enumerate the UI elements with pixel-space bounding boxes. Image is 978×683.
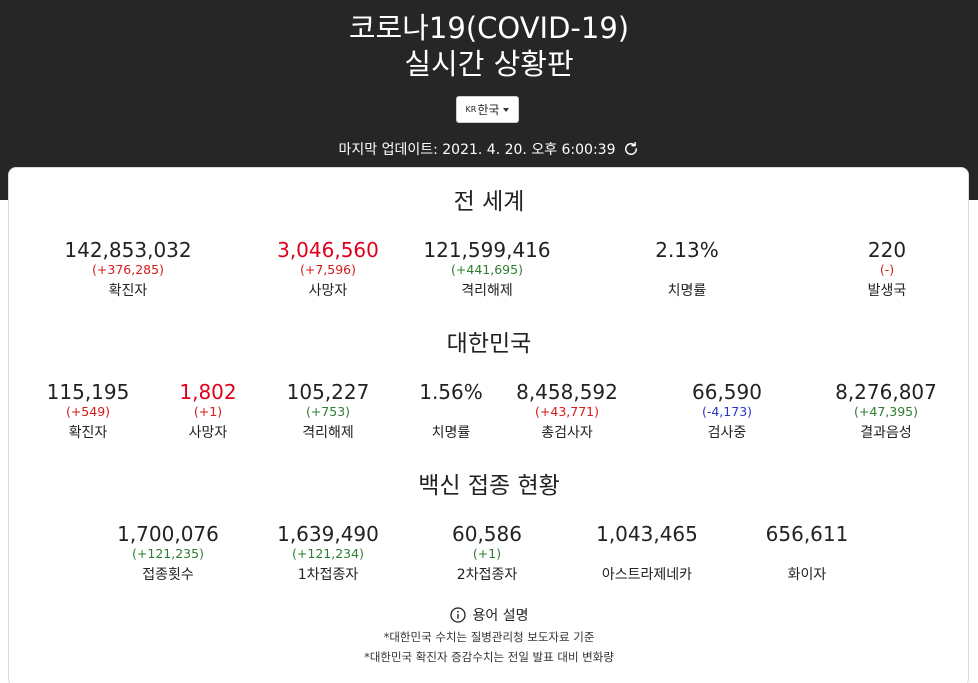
stat-label: 1차접종자 — [297, 567, 359, 583]
vaccine-first-dose: 1,639,490 (+121,234) 1차접종자 — [248, 522, 408, 584]
world-deaths: 3,046,560 (+7,596) 사망자 — [248, 238, 408, 300]
stat-delta: (+441,695) — [451, 262, 523, 277]
stat-label: 2차접종자 — [456, 567, 518, 583]
stat-label: 격리해제 — [302, 425, 354, 441]
stat-label: 치명률 — [667, 283, 707, 299]
stat-label: 접종횟수 — [142, 567, 194, 583]
stat-value: 1,639,490 — [277, 522, 379, 546]
korea-confirmed: 115,195 (+549) 확진자 — [8, 380, 168, 442]
stat-value: 105,227 — [286, 380, 370, 404]
vaccine-total-doses: 1,700,076 (+121,235) 접종횟수 — [88, 522, 248, 584]
update-row: 마지막 업데이트: 2021. 4. 20. 오후 6:00:39 — [0, 138, 978, 160]
stat-delta: (-) — [879, 262, 895, 277]
stat-value: 220 — [867, 238, 907, 262]
stat-value: 8,458,592 — [516, 380, 618, 404]
world-countries: 220 (-) 발생국 — [807, 238, 967, 300]
stat-delta: (+121,235) — [132, 546, 204, 561]
terms-explanation-link[interactable]: 용어 설명 — [0, 605, 978, 625]
korea-section-title: 대한민국 — [446, 331, 532, 357]
korea-recovered: 105,227 (+753) 격리해제 — [248, 380, 408, 442]
stat-delta: (+43,771) — [535, 404, 599, 419]
stat-label: 사망자 — [308, 283, 348, 299]
vaccine-section-title: 백신 접종 현황 — [418, 473, 560, 499]
korea-negative: 8,276,807 (+47,395) 결과음성 — [806, 380, 966, 442]
vaccine-astrazeneca: 1,043,465 아스트라제네카 — [567, 522, 727, 584]
stat-label: 발생국 — [867, 283, 907, 299]
stat-delta: (+376,285) — [92, 262, 164, 277]
stat-value: 121,599,416 — [423, 238, 551, 262]
korea-fatality-rate: 1.56% 치명률 — [371, 380, 531, 442]
vaccine-pfizer: 656,611 화이자 — [727, 522, 887, 584]
stat-value: 1,700,076 — [117, 522, 219, 546]
stat-delta: (+7,596) — [299, 262, 356, 277]
footnote-delta: *대한민국 확진자 증감수치는 전일 발표 대비 변화량 — [364, 650, 614, 664]
region-flag: KR — [465, 105, 477, 114]
stat-label: 총검사자 — [541, 425, 593, 441]
stat-delta: (+1) — [193, 404, 223, 419]
stats-card — [8, 167, 969, 683]
stat-value: 60,586 — [452, 522, 522, 546]
stat-value: 1,043,465 — [596, 522, 698, 546]
stat-value: 1.56% — [419, 380, 483, 404]
region-dropdown-button[interactable]: KR 한국 — [456, 96, 519, 123]
footnote-source: *대한민국 수치는 질병관리청 보도자료 기준 — [383, 630, 595, 644]
korea-total-tested: 8,458,592 (+43,771) 총검사자 — [487, 380, 647, 442]
header: 코로나19(COVID-19) 실시간 상황판 KR 한국 마지막 업데이트: … — [0, 0, 978, 200]
stat-value: 1,802 — [179, 380, 237, 404]
stat-label: 검사중 — [707, 425, 747, 441]
stat-value: 2.13% — [655, 238, 719, 262]
region-label: 한국 — [477, 103, 500, 117]
stat-value: 656,611 — [765, 522, 849, 546]
terms-label: 용어 설명 — [472, 608, 529, 624]
stat-label: 확진자 — [68, 425, 108, 441]
korea-testing: 66,590 (-4,173) 검사중 — [647, 380, 807, 442]
stat-label: 확진자 — [108, 283, 148, 299]
stat-label: 화이자 — [787, 567, 827, 583]
stat-delta: (+121,234) — [292, 546, 364, 561]
last-update-text: 마지막 업데이트: 2021. 4. 20. 오후 6:00:39 — [338, 142, 616, 158]
stat-delta: (+753) — [305, 404, 351, 419]
stat-value: 8,276,807 — [835, 380, 937, 404]
korea-deaths: 1,802 (+1) 사망자 — [128, 380, 288, 442]
page-title-line1: 코로나19(COVID-19) — [348, 11, 630, 45]
stat-value: 115,195 — [46, 380, 130, 404]
world-section-title: 전 세계 — [453, 189, 525, 215]
info-icon — [449, 607, 466, 623]
stat-label: 치명률 — [431, 425, 471, 441]
stat-label: 격리해제 — [461, 283, 513, 299]
world-confirmed: 142,853,032 (+376,285) 확진자 — [48, 238, 208, 300]
caret-down-icon — [503, 107, 510, 112]
world-fatality-rate: 2.13% 치명률 — [607, 238, 767, 300]
stat-value: 142,853,032 — [64, 238, 192, 262]
world-recovered: 121,599,416 (+441,695) 격리해제 — [407, 238, 567, 300]
stat-delta: (-4,173) — [701, 404, 753, 419]
vaccine-second-dose: 60,586 (+1) 2차접종자 — [407, 522, 567, 584]
stat-delta: (+1) — [472, 546, 502, 561]
page-title-line2: 실시간 상황판 — [404, 47, 574, 81]
refresh-icon[interactable] — [622, 140, 640, 158]
stat-label: 사망자 — [188, 425, 228, 441]
stat-label: 결과음성 — [860, 425, 912, 441]
stat-delta: (+47,395) — [854, 404, 918, 419]
stat-label: 아스트라제네카 — [601, 567, 693, 583]
stat-delta: (+549) — [65, 404, 111, 419]
stat-value: 66,590 — [692, 380, 762, 404]
stat-value: 3,046,560 — [277, 238, 379, 262]
